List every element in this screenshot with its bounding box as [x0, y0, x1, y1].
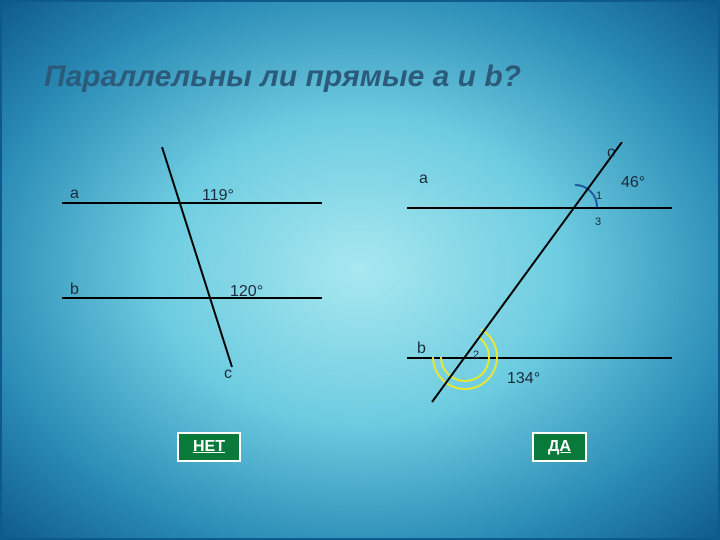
yes-button[interactable]: ДА — [532, 432, 587, 462]
angle-120: 120° — [230, 283, 263, 301]
line-b-left — [62, 297, 322, 299]
label-a-right: а — [419, 170, 428, 188]
label-c-left: с — [224, 365, 232, 383]
angle-119: 119° — [202, 187, 234, 205]
diagram-left: а b с 119° 120° — [62, 147, 342, 407]
label-b-left: b — [70, 281, 79, 299]
angle-num-1: 1 — [596, 190, 602, 202]
angle-46: 46° — [621, 174, 645, 192]
no-button[interactable]: НЕТ — [177, 432, 241, 462]
line-b-right — [407, 357, 672, 359]
transversal-left — [62, 147, 342, 407]
line-a-left — [62, 202, 322, 204]
angle-134: 134° — [507, 370, 540, 388]
slide-title: Параллельны ли прямые а и b? — [44, 60, 521, 94]
diagram-right: а b с 46° 1 3 134° 2 — [397, 142, 697, 432]
angle-num-3: 3 — [595, 216, 601, 228]
label-a-left: а — [70, 185, 79, 203]
transversal-right — [397, 142, 697, 432]
label-c-right: с — [607, 144, 615, 162]
label-b-right: b — [417, 340, 426, 358]
line-a-right — [407, 207, 672, 209]
angle-num-2: 2 — [473, 349, 479, 361]
